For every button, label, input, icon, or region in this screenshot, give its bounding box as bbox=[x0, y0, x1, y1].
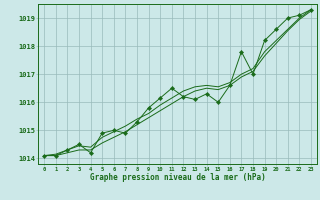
X-axis label: Graphe pression niveau de la mer (hPa): Graphe pression niveau de la mer (hPa) bbox=[90, 173, 266, 182]
